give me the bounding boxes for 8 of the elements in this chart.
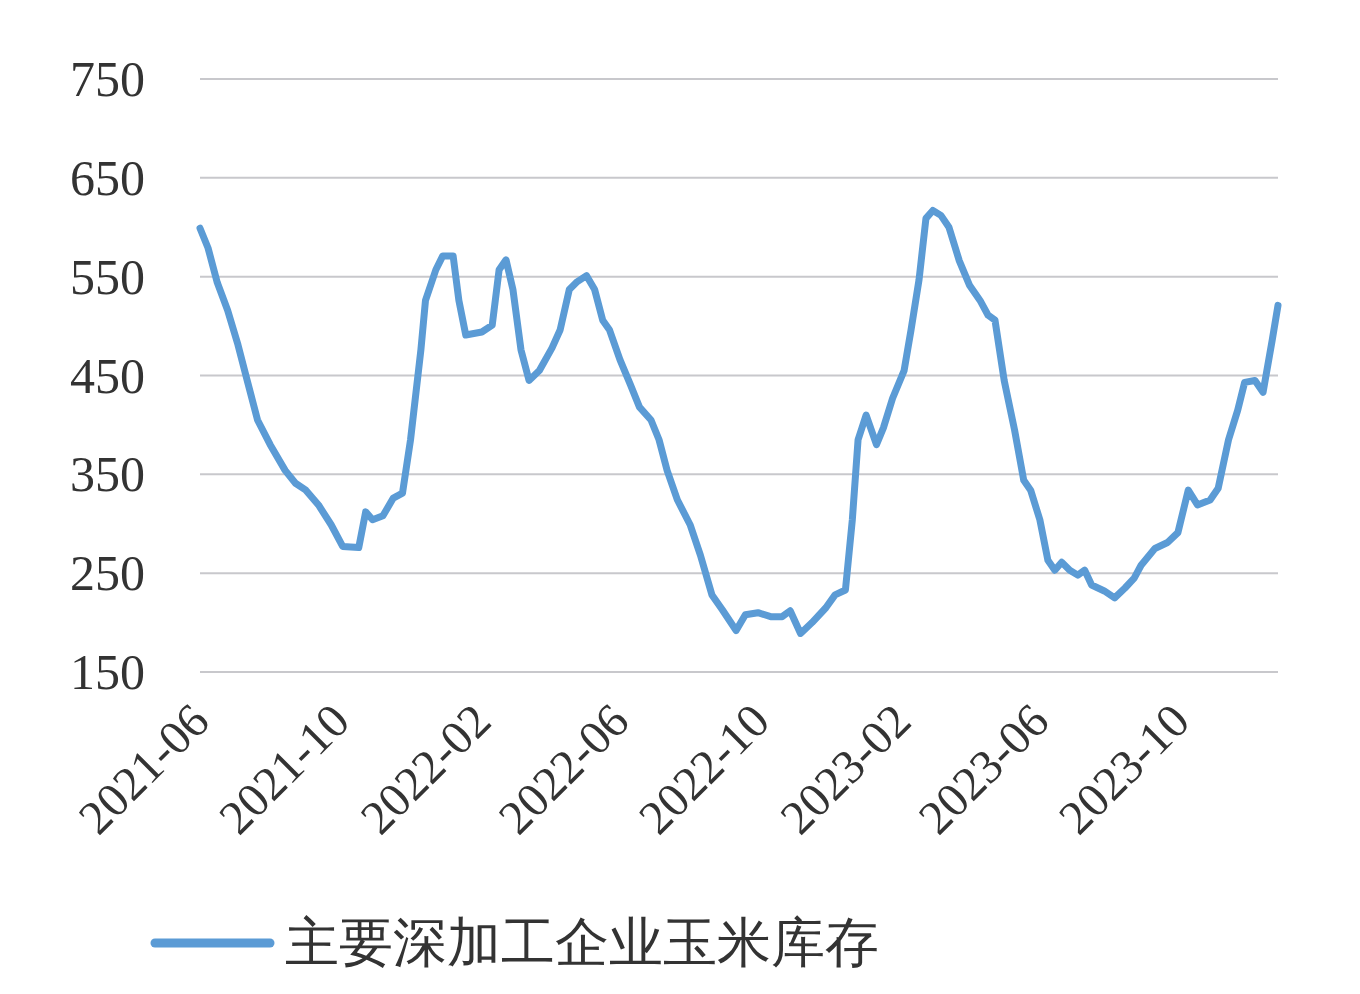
legend-label: 主要深加工企业玉米库存 (285, 913, 879, 973)
y-tick-label: 350 (70, 446, 145, 503)
y-tick-label: 750 (70, 51, 145, 107)
y-tick-label: 150 (70, 644, 145, 700)
y-tick-label: 550 (70, 248, 145, 305)
y-tick-label: 650 (70, 149, 145, 206)
y-tick-label: 450 (70, 347, 145, 404)
y-tick-label: 250 (70, 545, 145, 602)
